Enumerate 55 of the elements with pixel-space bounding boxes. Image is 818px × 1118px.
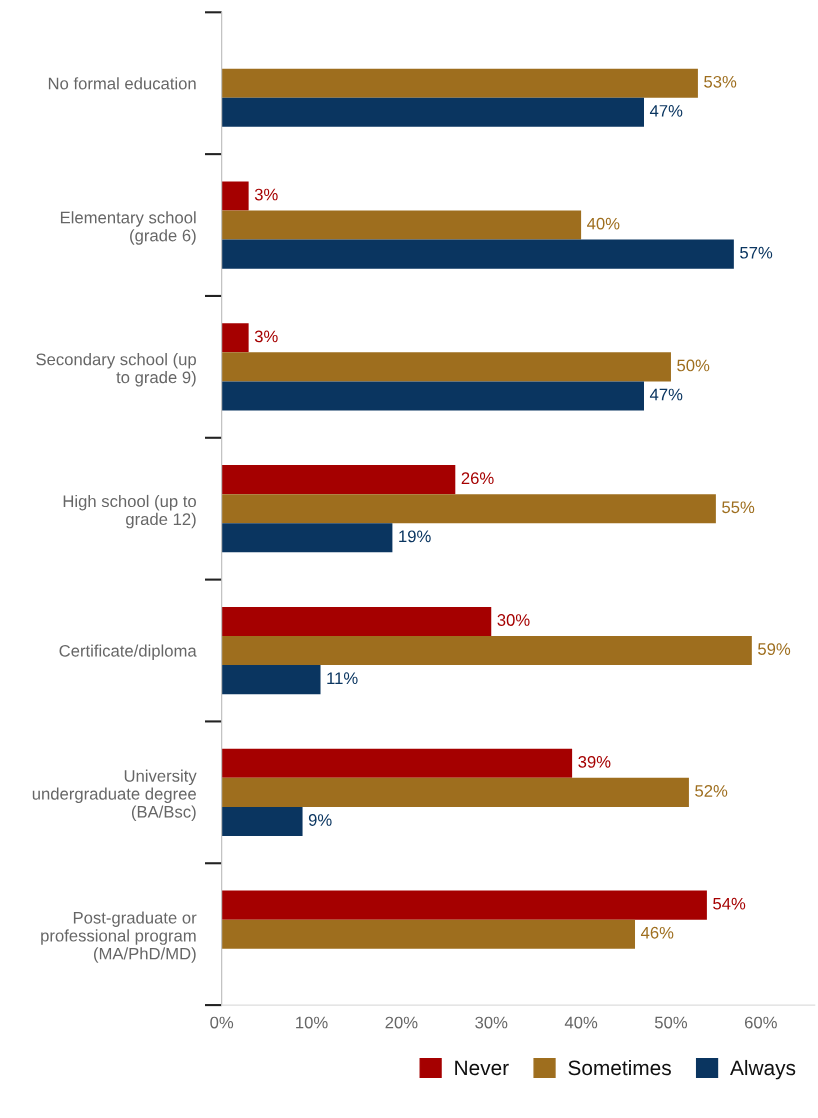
y-tick-label: University undergraduate degree (BA/Bsc) (32, 769, 197, 821)
bar (221, 97, 644, 127)
y-tick-label: Post-graduate or professional program (MA/PhD/MD) (41, 911, 197, 963)
bar (221, 465, 456, 495)
data-label: 40% (587, 217, 620, 230)
bar (221, 890, 707, 920)
bar (221, 777, 689, 807)
bar (221, 748, 573, 778)
x-tick-label: 50% (654, 1016, 688, 1029)
bar (221, 606, 492, 636)
bar (221, 381, 644, 411)
legend-label: Never (455, 1060, 509, 1076)
data-label: 11% (327, 672, 358, 684)
x-tick-label: 60% (744, 1016, 777, 1029)
data-label: 50% (677, 359, 710, 372)
data-label: 54% (713, 897, 746, 910)
y-tick-label: Elementary school (grade 6) (60, 211, 196, 245)
bar (221, 68, 698, 98)
x-tick-label: 0% (210, 1016, 234, 1029)
y-tick-label: High school (up to grade 12) (63, 494, 196, 529)
data-label: 30% (497, 614, 530, 626)
bar (221, 919, 636, 949)
x-tick-label: 30% (475, 1016, 508, 1029)
bar (221, 665, 321, 695)
bar (221, 635, 752, 666)
x-tick-label: 40% (564, 1016, 598, 1029)
data-label: 57% (740, 246, 773, 259)
bar (221, 494, 716, 524)
bar (221, 181, 249, 211)
data-label: 47% (649, 105, 683, 117)
data-label: 39% (578, 755, 611, 768)
data-label: 55% (722, 501, 755, 514)
y-tick-label: No formal education (48, 77, 196, 90)
data-label: 47% (649, 388, 683, 401)
data-label: 3% (254, 188, 278, 201)
bar (221, 323, 249, 353)
bar (221, 352, 671, 382)
legend-label: Always (730, 1059, 796, 1080)
y-tick-label: Secondary school (up to grade 9) (36, 353, 196, 387)
data-label: 46% (640, 926, 674, 939)
data-label: 3% (254, 330, 278, 343)
data-label: 59% (758, 643, 791, 655)
data-label: 19% (399, 530, 431, 543)
data-label: 26% (461, 472, 494, 485)
bar (221, 523, 393, 553)
x-tick-label: 20% (385, 1016, 418, 1029)
data-label: 52% (695, 785, 728, 797)
bar (221, 239, 734, 269)
bar (221, 210, 582, 240)
data-label: 53% (704, 75, 737, 88)
x-tick-label: 10% (296, 1016, 328, 1029)
bar (221, 806, 303, 836)
y-tick-label: Certificate/diploma (59, 644, 197, 661)
legend-label: Sometimes (568, 1059, 671, 1076)
data-label: 9% (308, 814, 332, 826)
